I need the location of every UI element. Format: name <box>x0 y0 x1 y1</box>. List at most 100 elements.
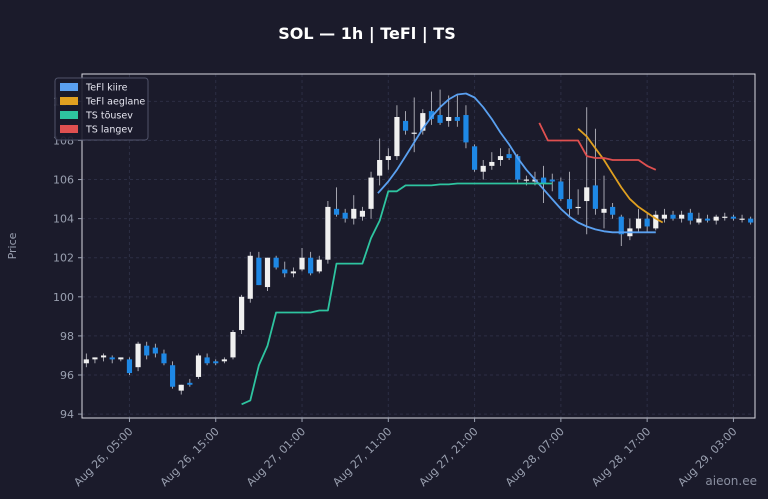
candle <box>687 208 693 225</box>
candle-body <box>83 359 89 364</box>
plot-frame <box>81 73 756 419</box>
legend-swatch <box>60 125 78 133</box>
series-line <box>377 92 656 234</box>
candle-body <box>454 117 460 121</box>
candle <box>566 171 573 217</box>
candle <box>178 384 184 395</box>
candle-body <box>575 206 581 209</box>
candle <box>661 208 667 223</box>
candle-body <box>368 177 374 209</box>
candle-body <box>722 216 728 218</box>
candle-body <box>661 214 667 219</box>
candle <box>118 357 124 362</box>
candle-body <box>126 359 133 374</box>
candle <box>299 247 305 272</box>
candle-body <box>670 214 676 219</box>
candle-body <box>437 115 443 123</box>
candle <box>351 195 357 225</box>
legend-label: TS tõusev <box>85 111 133 122</box>
candle <box>696 212 702 225</box>
candle-body <box>402 120 409 131</box>
candle-body <box>359 210 366 217</box>
candle <box>83 353 89 368</box>
candle <box>592 128 598 215</box>
candle-body <box>239 296 245 331</box>
x-tick-label: Aug 28, 17:00 <box>589 425 653 489</box>
candle-body <box>653 214 659 229</box>
candle <box>325 201 331 264</box>
y-axis: 949698100102104106108110 <box>53 95 82 421</box>
candle-body <box>497 156 504 160</box>
candle-body <box>601 208 607 213</box>
candle <box>558 177 564 202</box>
candle <box>713 214 719 225</box>
candle-body <box>411 132 417 134</box>
candle <box>368 171 374 219</box>
candle <box>308 251 314 276</box>
candle <box>480 160 486 180</box>
candle-body <box>204 357 210 364</box>
candle-body <box>489 161 495 166</box>
candle-body <box>109 357 115 360</box>
candle-body <box>170 365 176 387</box>
candle <box>601 175 607 229</box>
candle <box>126 357 133 375</box>
candle-body <box>135 343 141 368</box>
candle-body <box>282 269 288 274</box>
candle-body <box>592 185 598 209</box>
candle-body <box>713 216 719 221</box>
y-tick-label: 102 <box>53 252 74 265</box>
candle <box>213 359 219 366</box>
x-tick-label: Aug 26, 05:00 <box>71 425 135 489</box>
candle <box>541 165 547 203</box>
candle <box>489 152 495 170</box>
candle <box>748 216 754 225</box>
legend-label: TeFl aeglane <box>85 97 145 108</box>
candle <box>722 212 728 221</box>
candle-body <box>100 355 107 358</box>
candle-body <box>471 146 478 170</box>
candle-body <box>635 218 642 229</box>
candle <box>333 187 340 217</box>
candle <box>187 378 193 387</box>
candle-body <box>325 206 331 260</box>
candle <box>644 212 650 233</box>
candle <box>100 353 107 362</box>
candle <box>471 144 478 172</box>
candle <box>221 357 227 364</box>
candle <box>610 203 616 219</box>
candle-body <box>308 257 314 274</box>
candle <box>359 206 366 221</box>
candle <box>195 353 202 379</box>
candle <box>454 95 460 127</box>
candle-body <box>161 353 167 364</box>
candle-body <box>273 257 279 268</box>
candle <box>342 208 348 223</box>
candle <box>394 105 400 160</box>
candle-body <box>748 218 754 223</box>
candle-body <box>730 216 737 219</box>
candle <box>135 341 141 372</box>
candle <box>273 255 279 270</box>
candle <box>92 357 98 364</box>
candle <box>463 105 469 149</box>
candle <box>264 257 271 291</box>
candle-body <box>523 179 529 181</box>
candle <box>730 214 737 221</box>
legend-swatch <box>60 97 78 105</box>
candle-body <box>704 218 711 221</box>
watermark: aieon.ee <box>705 474 757 488</box>
legend-box <box>54 77 149 141</box>
candle-body <box>230 332 236 358</box>
legend-label: TS langev <box>85 125 133 136</box>
candle <box>282 261 288 278</box>
legend-swatch <box>60 111 78 119</box>
candle <box>446 95 452 127</box>
candle-body <box>195 355 202 377</box>
x-tick-label: Aug 27, 21:00 <box>417 425 481 489</box>
candle-body <box>92 357 98 360</box>
candle <box>170 361 176 389</box>
candle <box>152 343 158 358</box>
